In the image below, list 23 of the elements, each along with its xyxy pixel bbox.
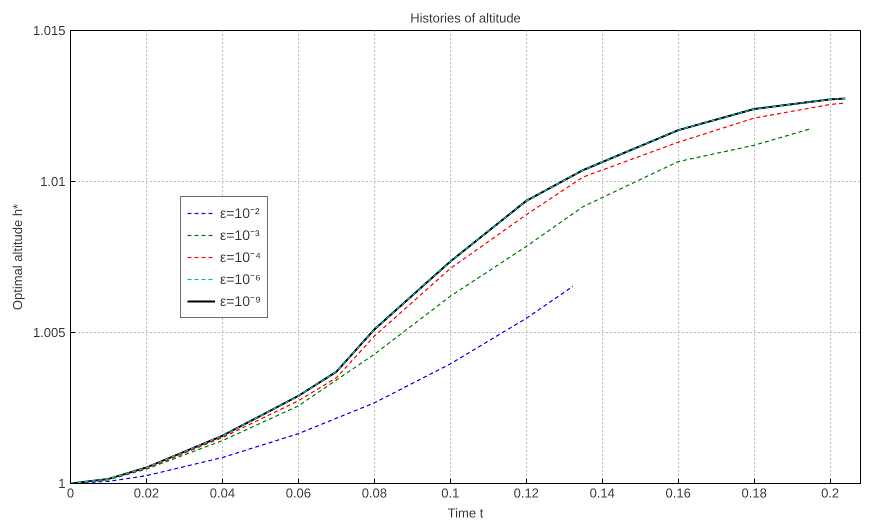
legend-label: ε=10⁻⁴ <box>220 248 262 266</box>
x-tick-label: 0.06 <box>286 486 312 500</box>
y-tick-label: 1 <box>58 476 66 491</box>
x-tick-label: 0.08 <box>362 486 388 500</box>
legend-label: ε=10⁻³ <box>220 226 260 244</box>
x-tick-label: 0.12 <box>514 486 539 500</box>
x-tick-label: 0.14 <box>590 486 615 500</box>
chart-title: Histories of altitude <box>410 10 521 26</box>
y-axis-title: Optimal altitude h* <box>10 204 25 310</box>
x-tick-label: 0 <box>66 486 74 500</box>
x-tick-label: 0.1 <box>441 486 460 500</box>
legend-label: ε=10⁻⁶ <box>220 270 261 288</box>
legend-label: ε=10⁻⁹ <box>220 292 261 310</box>
x-tick-label: 0.16 <box>666 486 691 500</box>
y-tick-label: 1.015 <box>32 23 66 38</box>
x-axis-title: Time t <box>448 506 484 520</box>
x-tick-label: 0.04 <box>210 486 236 500</box>
legend-label: ε=10⁻² <box>220 204 260 222</box>
y-tick-label: 1.005 <box>32 325 66 340</box>
y-tick-label: 1.01 <box>40 174 66 189</box>
x-tick-label: 0.2 <box>821 486 840 500</box>
x-tick-label: 0.18 <box>742 486 767 500</box>
x-tick-label: 0.02 <box>134 486 160 500</box>
